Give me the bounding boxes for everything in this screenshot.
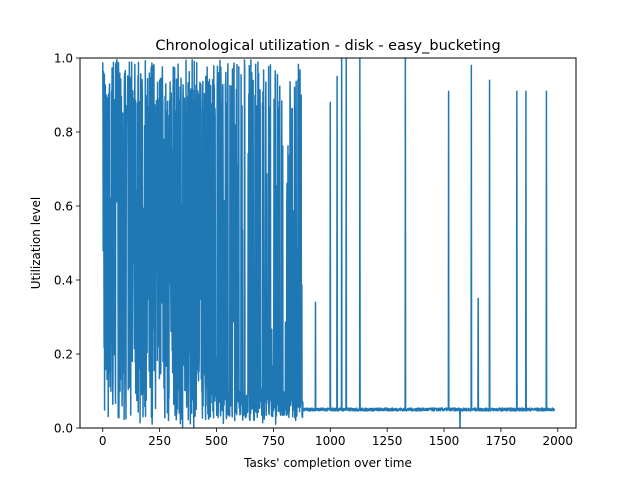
y-tick-label: 0.2 <box>54 348 73 362</box>
y-tick-label: 0.4 <box>54 274 73 288</box>
x-tick-label: 1500 <box>429 434 460 448</box>
y-tick-label: 0.6 <box>54 200 73 214</box>
x-tick-label: 750 <box>262 434 285 448</box>
series-layer <box>102 58 556 428</box>
series-line <box>102 58 556 428</box>
x-tick-label: 0 <box>99 434 107 448</box>
y-tick-label: 0.8 <box>54 126 73 140</box>
x-tick-label: 1750 <box>486 434 517 448</box>
y-tick-label: 1.0 <box>54 52 73 66</box>
x-axis: 0 250 500 750 1000 1250 1500 1750 2000 <box>99 428 573 448</box>
chart-title: Chronological utilization - disk - easy_… <box>155 38 500 54</box>
y-tick-label: 0.0 <box>54 422 73 436</box>
x-tick-label: 250 <box>148 434 171 448</box>
x-tick-label: 1250 <box>372 434 403 448</box>
x-axis-label: Tasks' completion over time <box>243 456 412 470</box>
x-tick-label: 2000 <box>543 434 574 448</box>
y-axis-label: Utilization level <box>29 197 43 289</box>
plot-frame <box>79 57 577 429</box>
x-tick-label: 500 <box>205 434 228 448</box>
x-tick-label: 1000 <box>315 434 346 448</box>
y-axis: 0.0 0.2 0.4 0.6 0.8 1.0 <box>54 52 80 436</box>
